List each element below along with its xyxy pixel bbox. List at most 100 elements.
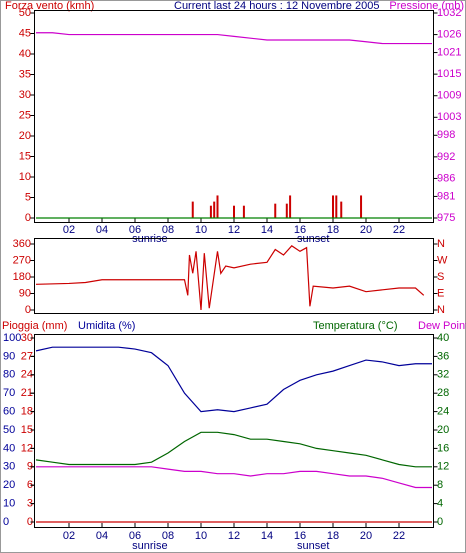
tick-label: 981 bbox=[437, 190, 455, 202]
line-series bbox=[35, 245, 425, 311]
x-tick-label: 06 bbox=[129, 530, 141, 542]
tick-label: 35 bbox=[19, 68, 31, 80]
tick-label: 360 bbox=[13, 238, 31, 250]
tick-label: 30 bbox=[3, 461, 15, 473]
tick-label: 0 bbox=[25, 304, 31, 316]
rain-axis-label: Pioggia (mm) bbox=[2, 320, 67, 332]
tick-label: 10 bbox=[3, 498, 15, 510]
tick-label: N bbox=[437, 304, 445, 316]
tick-label: 1015 bbox=[437, 68, 461, 80]
tick-label: 15 bbox=[21, 424, 33, 436]
tick-label: 1009 bbox=[437, 90, 461, 102]
tick-label: 28 bbox=[437, 387, 449, 399]
x-tick-label: 06 bbox=[129, 224, 141, 236]
x-tick-label: 20 bbox=[360, 530, 372, 542]
tick-label: 0 bbox=[437, 516, 443, 528]
x-tick-label: 12 bbox=[228, 530, 240, 542]
dew-point-label: Dew Point bbox=[418, 320, 466, 332]
bar bbox=[209, 205, 212, 218]
x-tick-label: 16 bbox=[294, 530, 306, 542]
tick-label: 80 bbox=[3, 369, 15, 381]
plot-frame bbox=[34, 334, 434, 528]
tick-label: 40 bbox=[437, 332, 449, 344]
x-tick-label: 10 bbox=[195, 224, 207, 236]
tick-label: 1032 bbox=[437, 7, 461, 19]
tick-label: 986 bbox=[437, 172, 455, 184]
tick-label: 12 bbox=[21, 442, 33, 454]
x-tick-label: 22 bbox=[393, 530, 405, 542]
tick-label: W bbox=[437, 254, 448, 266]
tick-label: 20 bbox=[3, 479, 15, 491]
tick-label: 270 bbox=[13, 254, 31, 266]
bar bbox=[216, 195, 219, 218]
bar bbox=[360, 195, 363, 218]
bar bbox=[340, 201, 343, 218]
humidity-axis-label: Umidita (%) bbox=[78, 320, 135, 332]
tick-label: 21 bbox=[21, 387, 33, 399]
tick-label: 90 bbox=[19, 287, 31, 299]
tick-label: 6 bbox=[27, 479, 33, 491]
x-tick-label: 22 bbox=[393, 224, 405, 236]
tick-label: 60 bbox=[3, 406, 15, 418]
tick-label: 27 bbox=[21, 350, 33, 362]
tick-label: 8 bbox=[437, 479, 443, 491]
tick-label: S bbox=[437, 271, 444, 283]
tick-label: 50 bbox=[3, 424, 15, 436]
tick-label: E bbox=[437, 287, 444, 299]
tick-label: 15 bbox=[19, 150, 31, 162]
tick-label: 50 bbox=[19, 7, 31, 19]
tick-label: 100 bbox=[3, 332, 21, 344]
x-tick-label: 14 bbox=[261, 530, 273, 542]
x-tick-label: 12 bbox=[228, 224, 240, 236]
tick-label: 992 bbox=[437, 151, 455, 163]
x-tick-label: 14 bbox=[261, 224, 273, 236]
tick-label: 32 bbox=[437, 369, 449, 381]
tick-label: 70 bbox=[3, 387, 15, 399]
chart-title: Current last 24 hours : 12 Novembre 2005 bbox=[174, 0, 379, 12]
tick-label: 24 bbox=[21, 369, 33, 381]
line-series bbox=[36, 32, 432, 45]
y-axis-label: Forza vento (kmh) bbox=[5, 0, 94, 12]
tick-label: 0 bbox=[27, 516, 33, 528]
line-series bbox=[35, 431, 432, 468]
x-tick-label: 08 bbox=[162, 530, 174, 542]
tick-label: 0 bbox=[3, 516, 9, 528]
tick-label: 24 bbox=[437, 406, 449, 418]
tick-label: 1003 bbox=[437, 111, 461, 123]
x-tick-label: 04 bbox=[96, 530, 108, 542]
bar bbox=[289, 195, 292, 218]
tick-label: 30 bbox=[21, 332, 33, 344]
bar bbox=[191, 201, 194, 218]
plot-frame bbox=[34, 238, 434, 314]
x-tick-label: 04 bbox=[96, 224, 108, 236]
tick-label: 180 bbox=[13, 271, 31, 283]
tick-label: 40 bbox=[3, 442, 15, 454]
tick-label: 40 bbox=[19, 48, 31, 60]
y2-axis-label: Pressione (mb) bbox=[389, 0, 464, 12]
line-series bbox=[36, 466, 432, 489]
tick-label: 1026 bbox=[437, 28, 461, 40]
tick-label: N bbox=[437, 238, 445, 250]
bar bbox=[233, 205, 235, 218]
tick-label: 16 bbox=[437, 442, 449, 454]
bar bbox=[335, 195, 338, 218]
tick-label: 4 bbox=[437, 498, 443, 510]
tick-label: 1021 bbox=[437, 46, 461, 58]
tick-label: 20 bbox=[437, 424, 449, 436]
tick-label: 18 bbox=[21, 406, 33, 418]
x-tick-label: 18 bbox=[327, 224, 339, 236]
plot-frame bbox=[34, 10, 434, 223]
bar bbox=[274, 203, 277, 218]
x-tick-label: 02 bbox=[63, 224, 75, 236]
x-tick-label: 08 bbox=[162, 224, 174, 236]
temperature-axis-label: Temperatura (°C) bbox=[313, 320, 397, 332]
bar bbox=[285, 203, 288, 218]
x-tick-label: 16 bbox=[294, 224, 306, 236]
tick-label: 3 bbox=[27, 498, 33, 510]
line-series bbox=[35, 346, 432, 413]
tick-label: 10 bbox=[19, 171, 31, 183]
annotation: sunset bbox=[297, 540, 329, 552]
tick-label: 90 bbox=[3, 350, 15, 362]
tick-label: 9 bbox=[27, 461, 33, 473]
